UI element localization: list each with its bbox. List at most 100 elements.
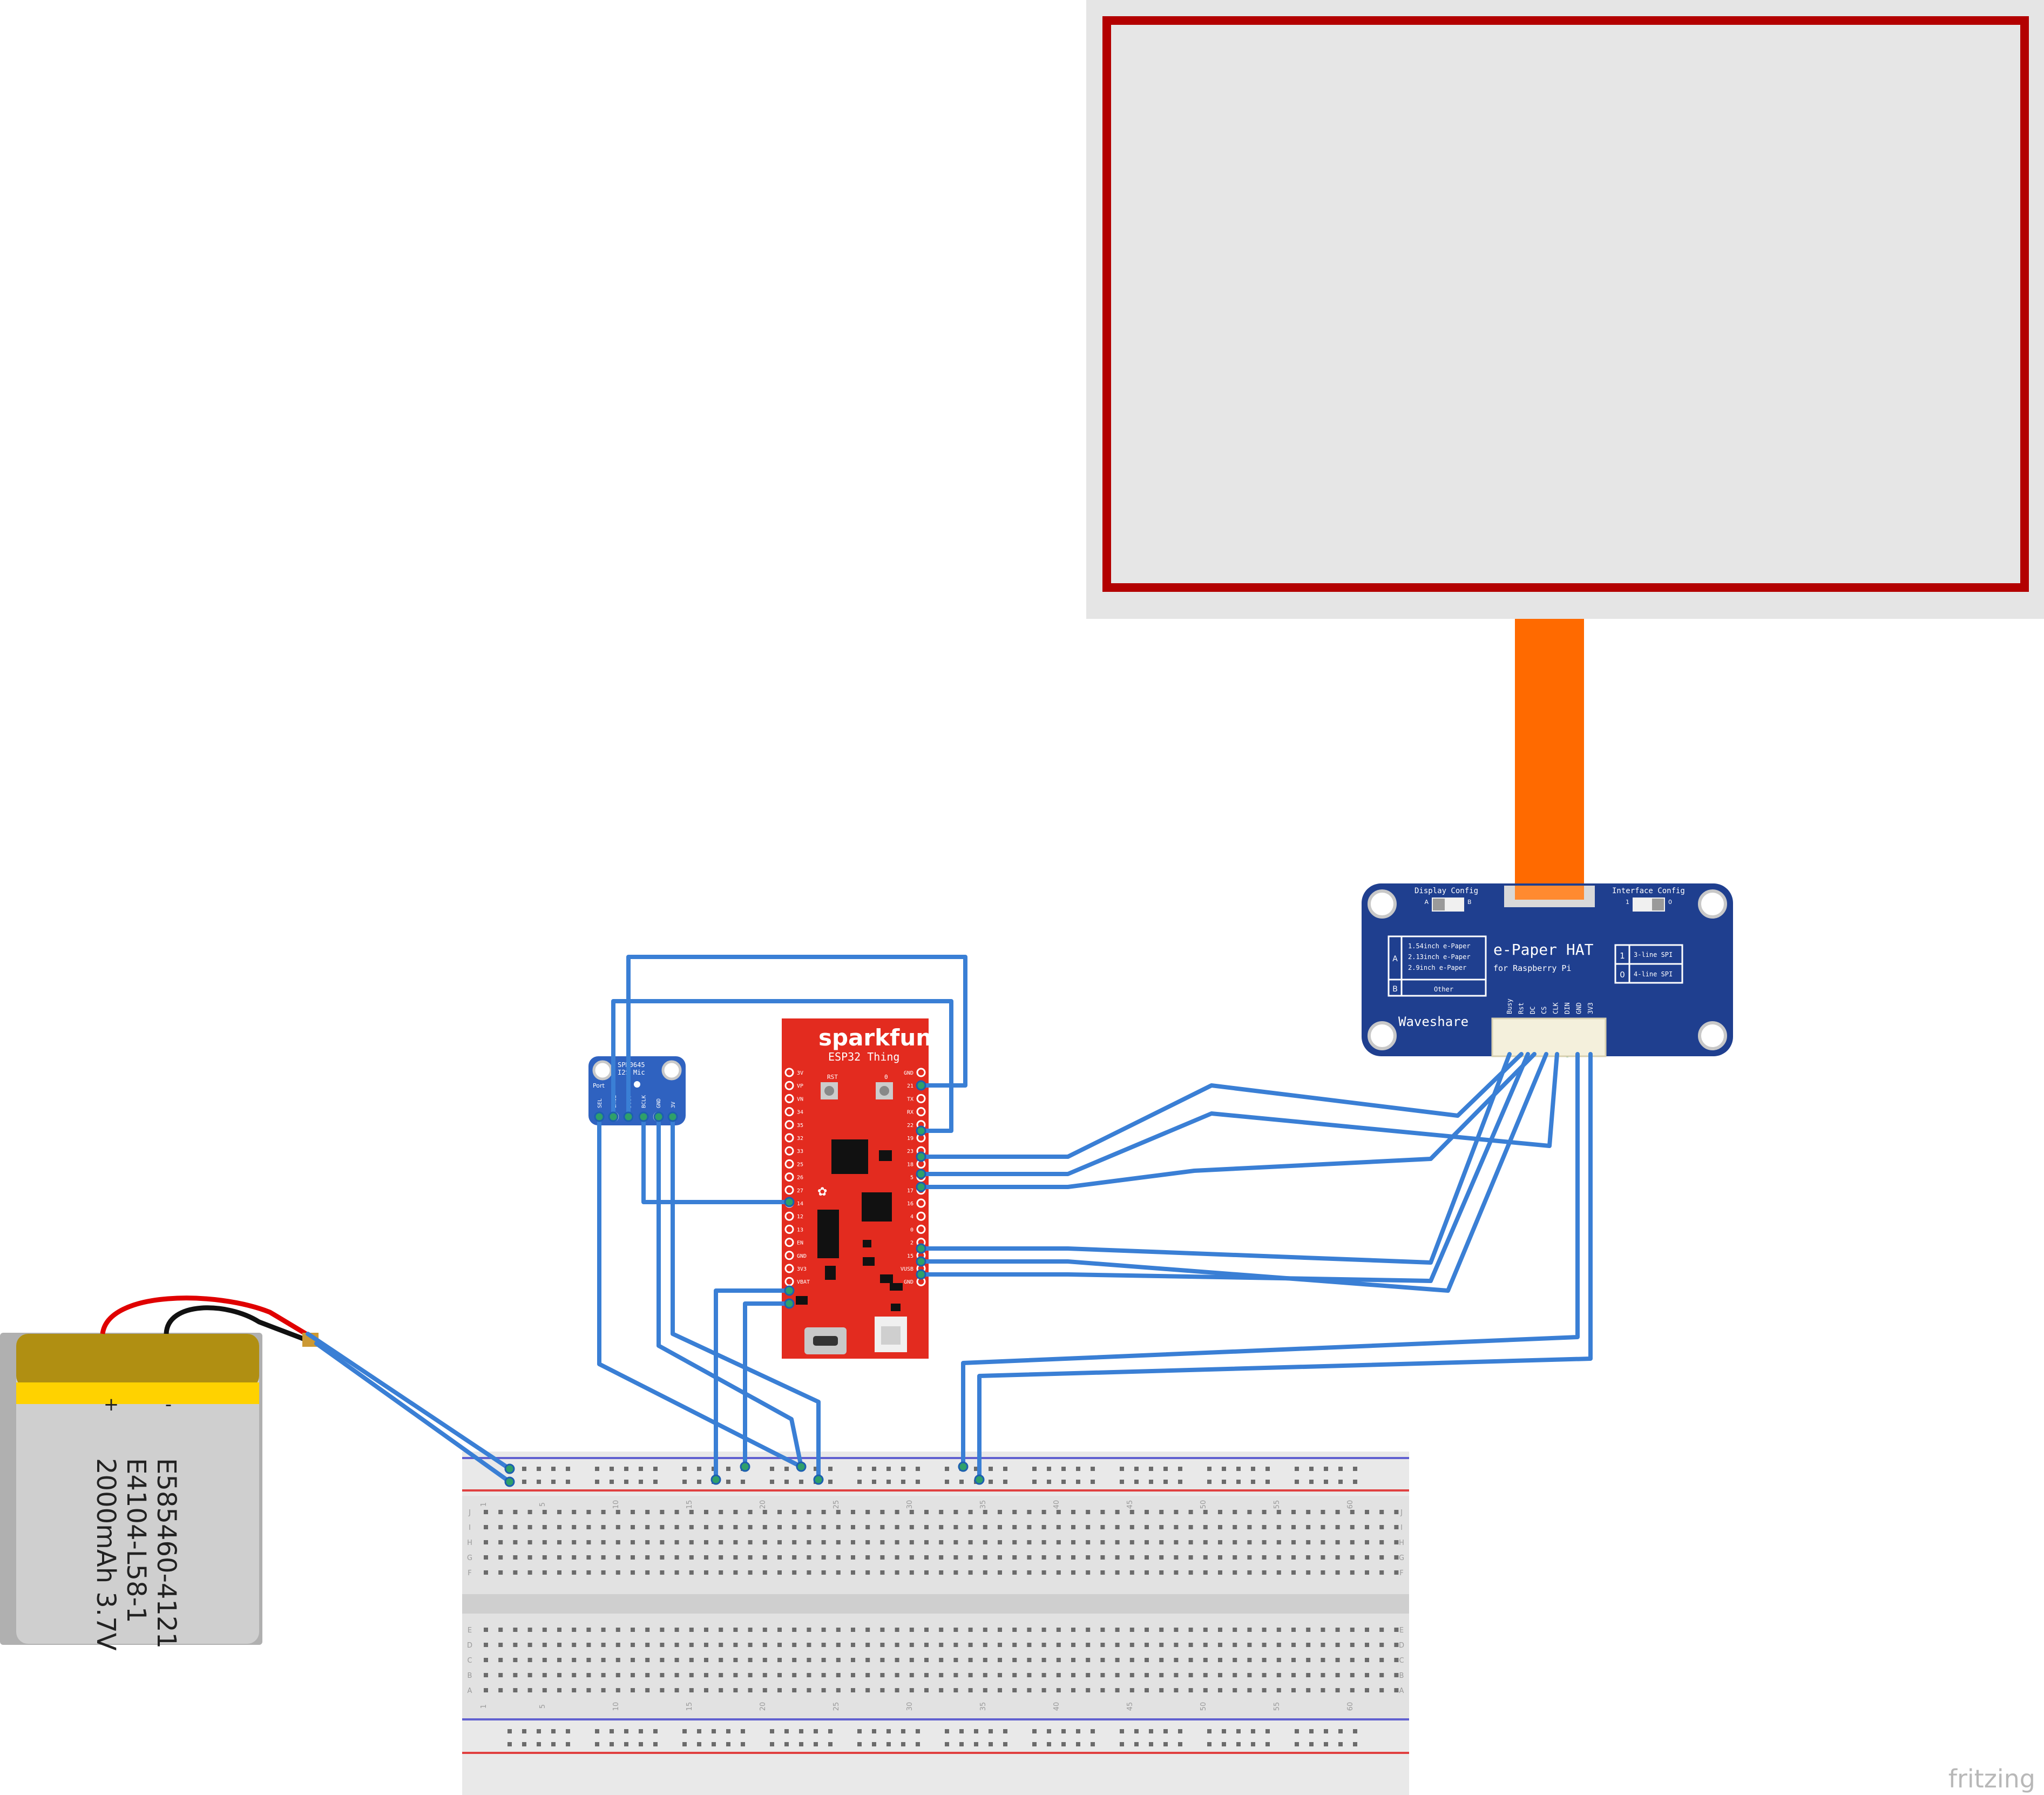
breadboard-hole[interactable] xyxy=(1145,1525,1149,1529)
rail-hole[interactable] xyxy=(1295,1480,1299,1484)
breadboard-hole[interactable] xyxy=(1027,1570,1032,1575)
breadboard-hole[interactable] xyxy=(968,1555,973,1560)
breadboard-hole[interactable] xyxy=(1335,1555,1340,1560)
breadboard-hole[interactable] xyxy=(1247,1628,1252,1632)
breadboard-hole[interactable] xyxy=(615,1643,620,1647)
breadboard-hole[interactable] xyxy=(572,1570,577,1575)
breadboard-hole[interactable] xyxy=(1394,1643,1399,1647)
breadboard-hole[interactable] xyxy=(527,1688,532,1692)
breadboard-hole[interactable] xyxy=(674,1570,679,1575)
breadboard-hole[interactable] xyxy=(527,1628,532,1632)
rail-hole[interactable] xyxy=(959,1742,964,1746)
breadboard-hole[interactable] xyxy=(1115,1540,1120,1544)
breadboard-hole[interactable] xyxy=(719,1658,723,1662)
breadboard-hole[interactable] xyxy=(836,1555,841,1560)
breadboard-hole[interactable] xyxy=(1291,1643,1296,1647)
rail-hole[interactable] xyxy=(624,1467,628,1471)
rail-hole[interactable] xyxy=(872,1742,876,1746)
breadboard-hole[interactable] xyxy=(880,1673,885,1677)
breadboard-hole[interactable] xyxy=(807,1525,811,1529)
rail-hole[interactable] xyxy=(595,1480,599,1484)
breadboard-hole[interactable] xyxy=(1100,1673,1105,1677)
breadboard-hole[interactable] xyxy=(1012,1658,1017,1662)
wire-mic-bclk[interactable] xyxy=(641,1115,791,1204)
rail-hole[interactable] xyxy=(1265,1729,1270,1733)
breadboard-hole[interactable] xyxy=(704,1688,708,1692)
breadboard-hole[interactable] xyxy=(1188,1643,1193,1647)
rail-hole[interactable] xyxy=(1091,1480,1095,1484)
breadboard-hole[interactable] xyxy=(689,1658,694,1662)
rail-hole[interactable] xyxy=(1149,1467,1153,1471)
breadboard-hole[interactable] xyxy=(1041,1688,1046,1692)
breadboard-hole[interactable] xyxy=(1100,1510,1105,1514)
breadboard-hole[interactable] xyxy=(513,1570,518,1575)
rail-hole[interactable] xyxy=(697,1729,701,1733)
breadboard-hole[interactable] xyxy=(733,1555,738,1560)
breadboard-hole[interactable] xyxy=(719,1570,723,1575)
breadboard-hole[interactable] xyxy=(1159,1570,1164,1575)
breadboard-hole[interactable] xyxy=(1159,1510,1164,1514)
rail-hole[interactable] xyxy=(770,1467,774,1471)
breadboard-hole[interactable] xyxy=(777,1628,782,1632)
breadboard-hole[interactable] xyxy=(1115,1628,1120,1632)
breadboard-hole[interactable] xyxy=(924,1510,929,1514)
rail-hole[interactable] xyxy=(1222,1467,1226,1471)
rail-hole[interactable] xyxy=(566,1480,570,1484)
breadboard-hole[interactable] xyxy=(777,1510,782,1514)
breadboard-hole[interactable] xyxy=(586,1643,591,1647)
breadboard-hole[interactable] xyxy=(1218,1570,1222,1575)
breadboard-hole[interactable] xyxy=(631,1570,635,1575)
breadboard-hole[interactable] xyxy=(807,1570,811,1575)
breadboard-hole[interactable] xyxy=(733,1540,738,1544)
breadboard-hole[interactable] xyxy=(1379,1643,1384,1647)
rail-hole[interactable] xyxy=(522,1742,526,1746)
breadboard-hole[interactable] xyxy=(689,1643,694,1647)
breadboard-hole[interactable] xyxy=(1129,1555,1134,1560)
breadboard-hole[interactable] xyxy=(851,1540,855,1544)
breadboard-hole[interactable] xyxy=(1321,1510,1325,1514)
breadboard-hole[interactable] xyxy=(851,1510,855,1514)
breadboard-hole[interactable] xyxy=(1027,1658,1032,1662)
breadboard-hole[interactable] xyxy=(1100,1540,1105,1544)
rail-hole[interactable] xyxy=(537,1480,541,1484)
breadboard-hole[interactable] xyxy=(1174,1673,1179,1677)
rail-hole[interactable] xyxy=(1076,1467,1080,1471)
breadboard-hole[interactable] xyxy=(1306,1643,1311,1647)
breadboard-hole[interactable] xyxy=(1100,1570,1105,1575)
rail-hole[interactable] xyxy=(639,1480,643,1484)
breadboard-hole[interactable] xyxy=(513,1688,518,1692)
breadboard-hole[interactable] xyxy=(498,1570,503,1575)
rail-hole[interactable] xyxy=(522,1480,526,1484)
breadboard-hole[interactable] xyxy=(1233,1658,1237,1662)
breadboard-hole[interactable] xyxy=(1188,1570,1193,1575)
breadboard-hole[interactable] xyxy=(631,1673,635,1677)
rail-hole[interactable] xyxy=(799,1729,803,1733)
breadboard-hole[interactable] xyxy=(572,1658,577,1662)
epaper-hat-board[interactable]: Display Config A B Interface Config 1 0 … xyxy=(1362,883,1733,1057)
breadboard-hole[interactable] xyxy=(689,1688,694,1692)
breadboard-hole[interactable] xyxy=(572,1525,577,1529)
breadboard-hole[interactable] xyxy=(513,1555,518,1560)
breadboard-hole[interactable] xyxy=(1129,1570,1134,1575)
rail-hole[interactable] xyxy=(886,1480,891,1484)
breadboard-hole[interactable] xyxy=(572,1510,577,1514)
breadboard-hole[interactable] xyxy=(1100,1525,1105,1529)
breadboard-hole[interactable] xyxy=(939,1510,944,1514)
breadboard-hole[interactable] xyxy=(1394,1555,1399,1560)
breadboard-hole[interactable] xyxy=(1027,1525,1032,1529)
breadboard-hole[interactable] xyxy=(1218,1540,1222,1544)
breadboard-hole[interactable] xyxy=(1129,1673,1134,1677)
breadboard-hole[interactable] xyxy=(895,1628,899,1632)
breadboard-hole[interactable] xyxy=(631,1643,635,1647)
wire-endpoint[interactable] xyxy=(784,1285,795,1296)
breadboard-hole[interactable] xyxy=(1379,1570,1384,1575)
esp32-pin[interactable] xyxy=(784,1238,794,1247)
rail-hole[interactable] xyxy=(770,1480,774,1484)
breadboard-hole[interactable] xyxy=(1350,1525,1355,1529)
breadboard-hole[interactable] xyxy=(689,1540,694,1544)
rail-hole[interactable] xyxy=(814,1467,818,1471)
wire-mic-sel[interactable] xyxy=(597,1115,803,1469)
wire-endpoint[interactable] xyxy=(974,1474,985,1485)
wire-endpoint[interactable] xyxy=(796,1461,807,1472)
breadboard-hole[interactable] xyxy=(865,1673,870,1677)
